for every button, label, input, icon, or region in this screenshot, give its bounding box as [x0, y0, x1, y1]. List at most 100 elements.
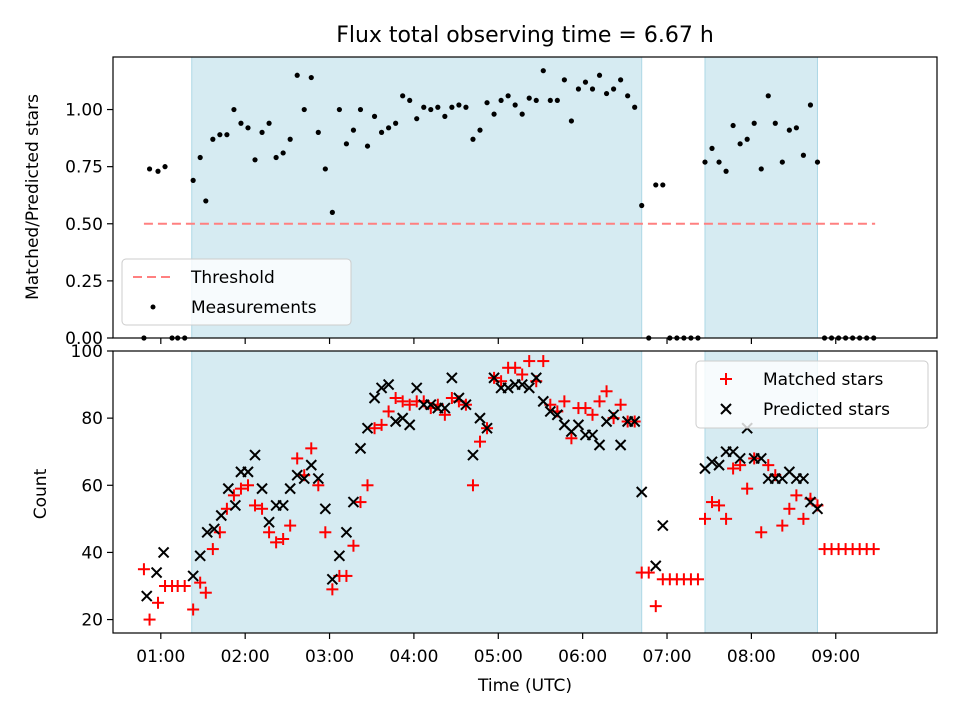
measurement-point: [252, 157, 258, 163]
predicted-point-b: [537, 395, 549, 408]
ratio-legend-box: [121, 258, 352, 326]
measurement-point: [505, 93, 511, 99]
predicted-point: [340, 526, 353, 538]
predicted-point: [326, 573, 339, 585]
matched-point: [614, 398, 627, 411]
predicted-point-b: [797, 472, 810, 485]
predicted-point: [713, 459, 725, 471]
predicted-point-b: [474, 412, 486, 424]
matched-legend-label: Matched stars: [763, 370, 883, 390]
matched-point: [151, 596, 164, 609]
ratio-y-axis-label: Matched/Predicted stars: [23, 94, 43, 300]
predicted-point: [467, 449, 479, 461]
matched-point: [396, 395, 409, 408]
matched-point: [347, 539, 360, 552]
measurement-point: [596, 72, 603, 78]
y-ticks: 0.00 0.25 0.50 0.75 1.00: [65, 101, 113, 349]
matched-point: [312, 479, 325, 492]
predicted-legend-swatch: [720, 403, 732, 415]
matched-point: [445, 392, 458, 404]
predicted-point-b: [628, 415, 641, 428]
measurement-point: [238, 120, 244, 126]
measurement-point: [259, 129, 265, 135]
matched-point: [194, 576, 207, 589]
predicted-point-b: [319, 503, 332, 515]
y-ticks: 20 40 60 80 100: [71, 342, 113, 631]
predicted-point-b: [699, 462, 711, 475]
predicted-point-b: [460, 399, 472, 411]
measurement-point: [547, 97, 553, 104]
predicted-point-b: [284, 482, 296, 495]
measurement-point: [512, 102, 518, 108]
predicted-point-b: [333, 550, 346, 562]
predicted-point: [755, 452, 767, 465]
measurement-point: [315, 129, 321, 135]
measurement-point: [625, 93, 631, 99]
y-tick-label: 0.50: [65, 215, 103, 235]
x-tick-label: 04:00: [389, 647, 438, 667]
predicted-point: [208, 523, 220, 535]
measurement-point: [280, 150, 286, 156]
measurement-point: [414, 116, 420, 122]
predicted-point-b: [523, 382, 535, 394]
measurement-point: [190, 177, 196, 183]
predicted-point-b: [194, 550, 206, 562]
matched-point: [523, 355, 536, 368]
measurement-point: [449, 104, 455, 110]
predicted-point-b: [298, 472, 310, 485]
matched-point: [277, 533, 290, 545]
predicted-point-b: [249, 449, 261, 461]
predicted-point: [291, 469, 303, 481]
measurement-point: [146, 166, 153, 172]
measurement-point: [364, 143, 371, 149]
predicted-point-b: [481, 422, 493, 434]
x-tick-label: 05:00: [474, 647, 523, 667]
matched-point: [143, 613, 156, 626]
measurement-point: [582, 79, 589, 85]
matched-point: [291, 452, 304, 465]
measurement-point: [231, 106, 237, 113]
matched-point: [586, 408, 599, 421]
matched-point: [790, 489, 803, 502]
matched-point: [720, 512, 733, 525]
measurement-point: [618, 77, 624, 83]
predicted-point: [516, 378, 528, 391]
predicted-point: [368, 392, 381, 404]
predicted-point-b: [222, 482, 235, 495]
matched-point: [706, 496, 719, 509]
predicted-point-b: [312, 472, 325, 485]
measurement-point: [709, 145, 715, 151]
predicted-point-b: [242, 466, 254, 478]
matched-point: [698, 512, 711, 525]
x-tick-label: 03:00: [305, 647, 354, 667]
predicted-point-b: [467, 449, 479, 461]
predicted-point-b: [488, 372, 500, 384]
predicted-point: [650, 560, 662, 572]
predicted-point: [551, 409, 564, 421]
measurement-point: [793, 125, 799, 131]
matched-point: [797, 512, 810, 525]
measurement-points: [141, 68, 877, 341]
predicted-point: [614, 439, 627, 451]
predicted-legend-label: Predicted stars: [763, 400, 890, 420]
predicted-point: [382, 378, 395, 391]
matched-point: [691, 573, 704, 586]
predicted-point: [222, 482, 235, 495]
measurement-point: [723, 168, 729, 174]
predicted-point-b: [650, 560, 662, 572]
matched-point: [783, 502, 796, 515]
predicted-point-b: [229, 499, 242, 512]
measurement-point: [336, 106, 342, 113]
predicted-point: [194, 550, 206, 562]
matched-point: [178, 580, 191, 592]
predicted-point-b: [396, 412, 409, 424]
measurement-point: [498, 97, 504, 104]
predicted-point: [636, 486, 648, 498]
y-tick-label: 80: [81, 409, 103, 429]
ratio-plot-frame: [112, 56, 938, 339]
measurement-point: [217, 132, 223, 138]
predicted-point-b: [389, 415, 402, 428]
predicted-point-b: [256, 482, 268, 495]
matched-point: [713, 499, 726, 512]
predicted-point: [201, 526, 213, 538]
